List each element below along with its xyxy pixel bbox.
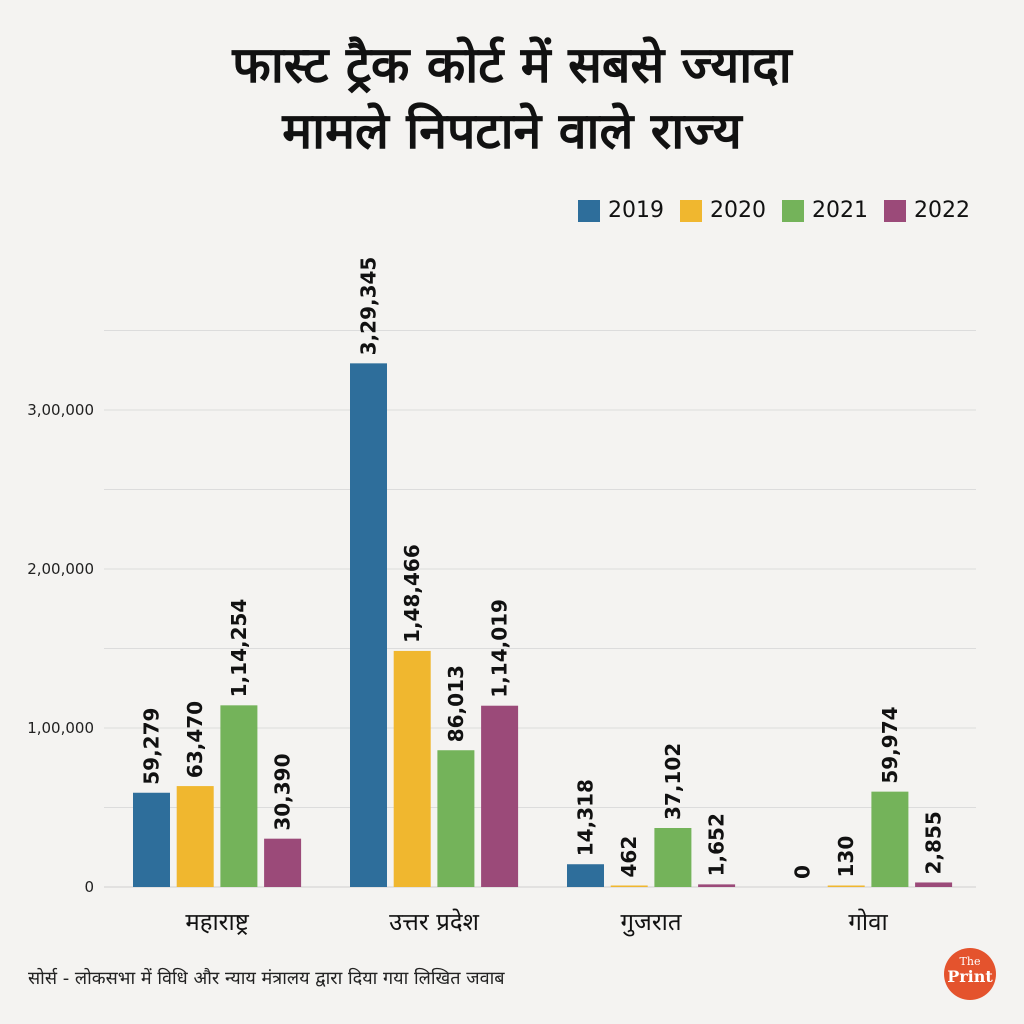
legend: 2019 2020 2021 2022 xyxy=(578,198,970,223)
chart-title: फास्ट ट्रैक कोर्ट में सबसे ज्यादा मामले … xyxy=(0,32,1024,164)
title-line-2: मामले निपटाने वाले राज्य xyxy=(282,102,742,160)
data-label: 14,318 xyxy=(574,779,598,856)
source-note: सोर्स - लोकसभा में विधि और न्याय मंत्राल… xyxy=(28,968,505,989)
title-line-1: फास्ट ट्रैक कोर्ट में सबसे ज्यादा xyxy=(232,36,792,94)
legend-label-2019: 2019 xyxy=(608,198,664,223)
legend-label-2021: 2021 xyxy=(812,198,868,223)
x-tick-label: उत्तर प्रदेश xyxy=(389,908,480,936)
bar-2019 xyxy=(350,363,387,888)
data-label: 130 xyxy=(834,836,858,878)
legend-item-2019: 2019 xyxy=(578,198,664,223)
data-label: 3,29,345 xyxy=(357,257,381,356)
y-tick-label: 0 xyxy=(84,878,94,896)
logo-text-the: The xyxy=(959,955,981,968)
bar-2021 xyxy=(654,828,692,887)
legend-label-2022: 2022 xyxy=(914,198,970,223)
bar-2019 xyxy=(133,792,170,887)
data-label: 37,102 xyxy=(661,743,685,820)
bar-2022 xyxy=(481,705,519,887)
data-label: 0 xyxy=(791,865,815,879)
bar-2021 xyxy=(220,705,258,887)
legend-item-2022: 2022 xyxy=(884,198,970,223)
bar-2021 xyxy=(437,750,475,887)
data-label: 1,14,254 xyxy=(227,599,251,698)
theprint-logo: The Print xyxy=(944,948,996,1000)
data-label: 1,14,019 xyxy=(488,599,512,698)
legend-swatch-2019 xyxy=(578,199,600,222)
y-tick-label: 2,00,000 xyxy=(27,560,94,578)
legend-swatch-2021 xyxy=(782,199,804,222)
y-tick-label: 3,00,000 xyxy=(27,401,94,419)
data-label: 462 xyxy=(617,836,641,878)
legend-label-2020: 2020 xyxy=(710,198,766,223)
data-label: 63,470 xyxy=(183,701,207,778)
legend-swatch-2020 xyxy=(680,199,702,222)
data-label: 59,279 xyxy=(140,708,164,785)
data-label: 1,652 xyxy=(705,813,729,876)
bar-2022 xyxy=(915,882,953,887)
bar-2020 xyxy=(827,885,865,887)
data-label: 59,974 xyxy=(878,706,902,783)
x-tick-label: महाराष्ट्र xyxy=(185,908,249,936)
data-label: 30,390 xyxy=(271,753,295,830)
bar-2020 xyxy=(176,786,214,887)
bar-2019 xyxy=(567,864,604,887)
x-tick-label: गुजरात xyxy=(621,908,683,937)
bar-2020 xyxy=(393,650,431,887)
legend-item-2021: 2021 xyxy=(782,198,868,223)
data-label: 2,855 xyxy=(922,811,946,874)
data-label: 86,013 xyxy=(444,665,468,742)
legend-swatch-2022 xyxy=(884,199,906,222)
bar-2022 xyxy=(264,838,302,887)
bar-2021 xyxy=(871,791,909,887)
legend-item-2020: 2020 xyxy=(680,198,766,223)
bar-2022 xyxy=(698,884,736,887)
data-label: 1,48,466 xyxy=(400,544,424,643)
x-tick-label: गोवा xyxy=(848,908,888,936)
y-tick-label: 1,00,000 xyxy=(27,719,94,737)
logo-text-print: Print xyxy=(947,967,993,986)
bar-2020 xyxy=(610,885,648,887)
